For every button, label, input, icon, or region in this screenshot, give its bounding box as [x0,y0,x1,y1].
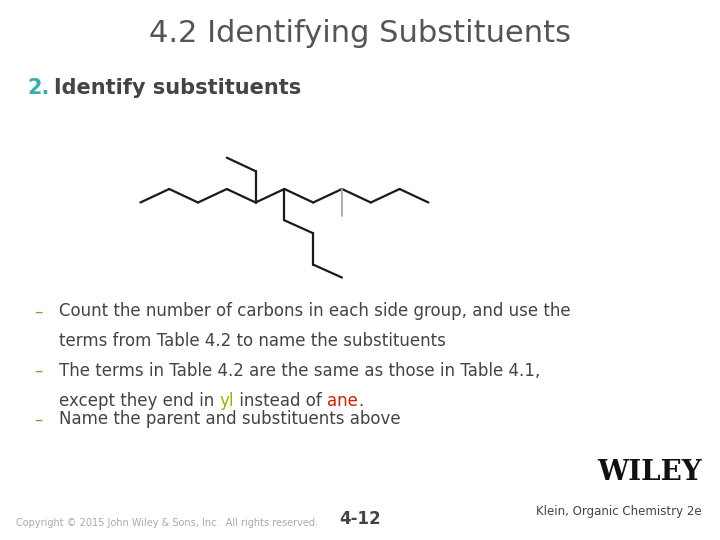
Text: –: – [35,302,43,320]
Text: Identify substituents: Identify substituents [54,78,301,98]
Text: Klein, Organic Chemistry 2e: Klein, Organic Chemistry 2e [536,505,702,518]
Text: yl: yl [220,392,234,409]
Text: 4.2 Identifying Substituents: 4.2 Identifying Substituents [149,19,571,48]
Text: Copyright © 2015 John Wiley & Sons, Inc.  All rights reserved.: Copyright © 2015 John Wiley & Sons, Inc.… [16,518,318,528]
Text: Count the number of carbons in each side group, and use the: Count the number of carbons in each side… [59,302,571,320]
Text: 4-12: 4-12 [339,510,381,528]
Text: Name the parent and substituents above: Name the parent and substituents above [59,410,400,428]
Text: 2.: 2. [27,78,50,98]
Text: The terms in Table 4.2 are the same as those in Table 4.1,: The terms in Table 4.2 are the same as t… [59,362,540,380]
Text: terms from Table 4.2 to name the substituents: terms from Table 4.2 to name the substit… [59,332,446,350]
Text: except they end in: except they end in [59,392,220,409]
Text: WILEY: WILEY [598,459,702,486]
Text: –: – [35,362,43,380]
Text: –: – [35,410,43,428]
Text: .: . [358,392,363,409]
Text: ane: ane [327,392,358,409]
Text: instead of: instead of [234,392,327,409]
